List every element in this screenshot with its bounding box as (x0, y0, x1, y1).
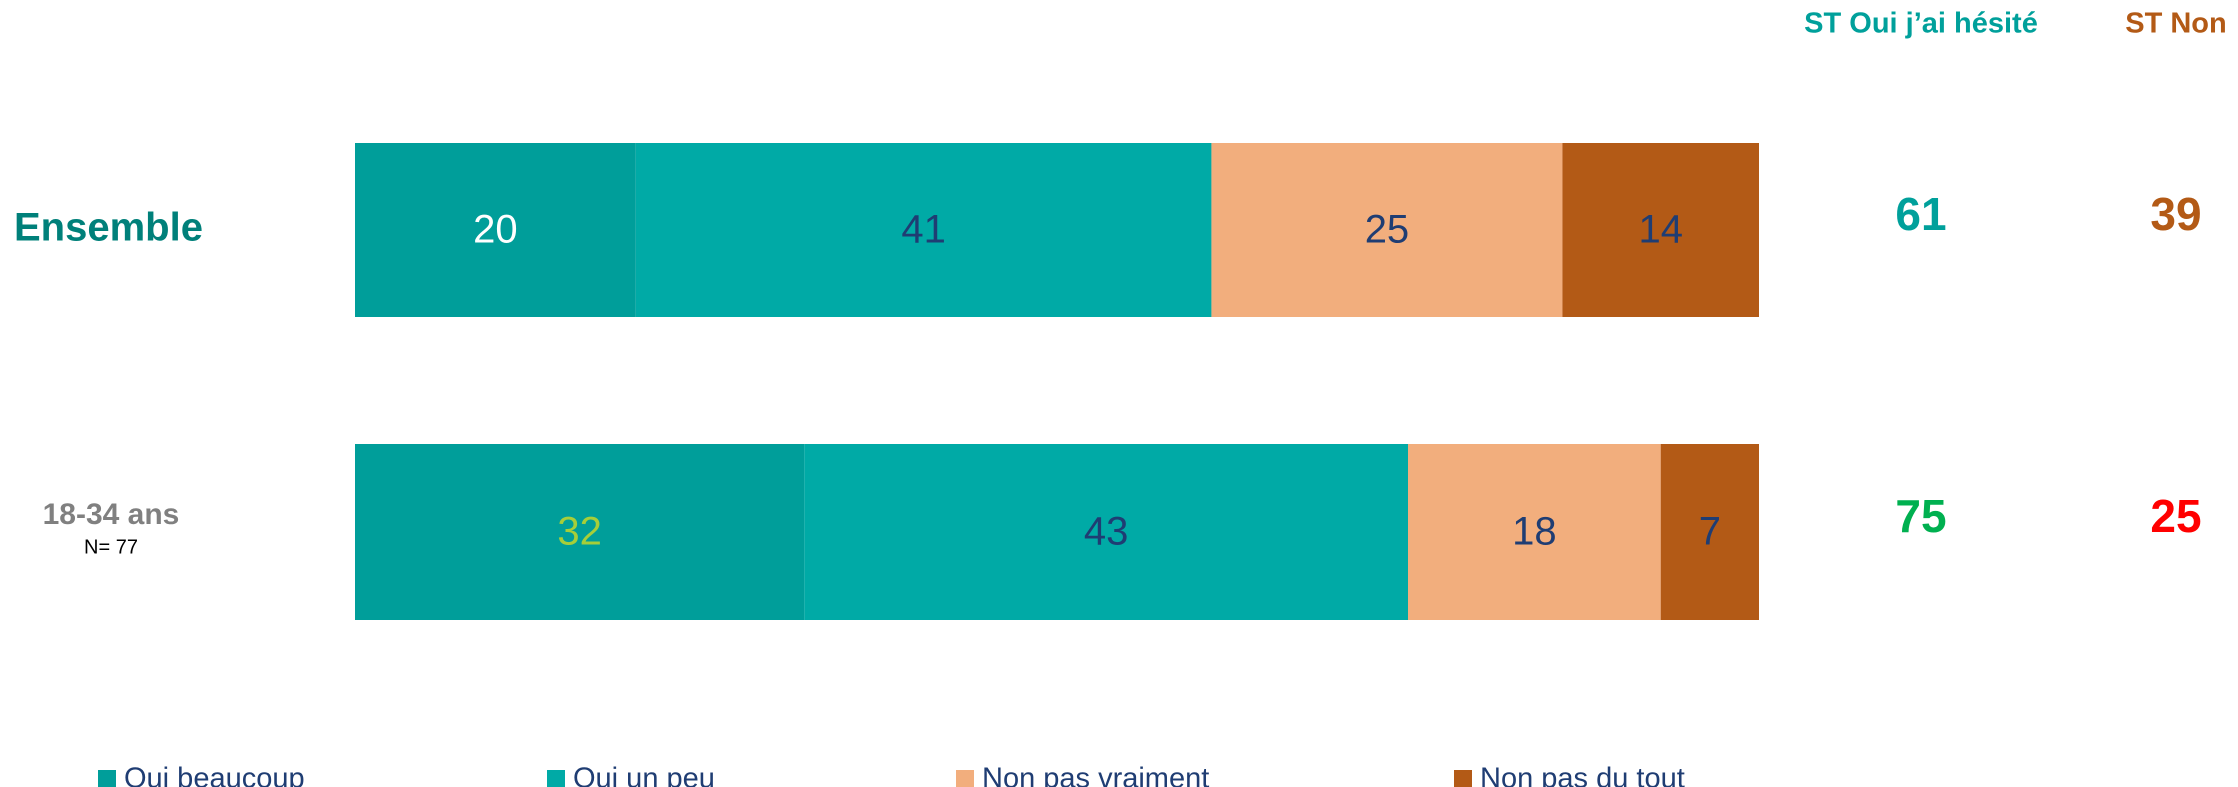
legend-label: Non pas vraiment (982, 763, 1209, 787)
bar-segment (1660, 444, 1759, 620)
category-note: N= 77 (84, 536, 138, 558)
bar-segment (355, 444, 805, 620)
summary-header: ST Non (2125, 8, 2227, 40)
value-label: 7 (1699, 510, 1721, 554)
value-label: 43 (1084, 510, 1129, 554)
summary-value: 75 (1895, 490, 1946, 542)
value-label: 20 (473, 208, 518, 252)
legend-swatch (547, 770, 565, 787)
value-label: 32 (557, 510, 602, 554)
legend-label: Oui un peu (573, 763, 715, 787)
legend-label: Oui beaucoup (124, 763, 305, 787)
value-label: 14 (1638, 208, 1683, 252)
bar-segment (355, 143, 636, 317)
summary-value: 61 (1895, 188, 1946, 240)
value-label: 41 (901, 208, 946, 252)
bar-segment (635, 143, 1212, 317)
category-label: 18-34 ans (43, 498, 180, 531)
summary-value: 25 (2150, 490, 2201, 542)
summary-header: ST Oui j’ai hésité (1804, 8, 2038, 40)
bar-segment (1211, 143, 1563, 317)
legend-swatch (1454, 770, 1472, 787)
category-label: Ensemble (14, 206, 203, 250)
value-label: 25 (1365, 208, 1410, 252)
summary-value: 39 (2150, 188, 2201, 240)
legend-swatch (956, 770, 974, 787)
bar-segment (1562, 143, 1759, 317)
value-label: 18 (1512, 510, 1557, 554)
bar-segment (1408, 444, 1661, 620)
legend-label: Non pas du tout (1480, 763, 1685, 787)
legend-swatch (98, 770, 116, 787)
bar-segment (804, 444, 1408, 620)
